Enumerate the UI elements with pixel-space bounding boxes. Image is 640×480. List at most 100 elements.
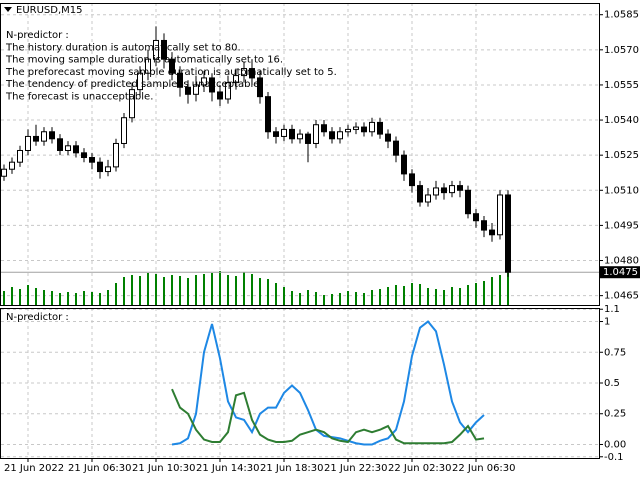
current-price-box [600,266,640,279]
volume-bar [123,277,125,305]
candle-body [73,145,79,154]
x-tick-label: 22 Jun 06:30 [452,463,516,474]
volume-bar [235,276,237,305]
volume-bar [115,283,117,305]
volume-bar [19,289,21,305]
candle-body [417,185,423,203]
volume-bar [131,275,133,305]
candle-body [265,96,271,133]
candle-body [137,72,143,91]
volume-bar [347,291,349,305]
candle-body [401,154,407,175]
volume-bar [315,292,317,305]
candle-body [409,173,415,187]
candle-body [497,194,503,236]
candle-body [473,213,479,222]
volume-bar [491,277,493,305]
volume-bar [107,290,109,305]
candle-body [65,145,71,151]
marks-layer [1,26,599,446]
main-panel-border [0,3,600,306]
volume-bar [51,291,53,305]
candle-body [33,135,39,142]
candle-body [305,133,311,144]
volume-bar [243,272,245,305]
volume-bar [467,285,469,305]
volume-bar [147,273,149,305]
volume-bar [323,295,325,305]
annotation: The history duration is automatically se… [5,42,241,53]
volume-bar [251,274,253,305]
indicator-panel-border [0,308,600,459]
volume-bar [275,283,277,305]
y-tick-label: 1.0465 [604,291,639,302]
candle-body [345,128,351,133]
volume-bar [59,293,61,305]
x-tick-label: 22 Jun 02:30 [388,463,452,474]
volume-bar [219,271,221,305]
x-tick-label: 21 Jun 10:30 [132,463,196,474]
candle-body [161,39,167,60]
candle-body [289,128,295,140]
candle-body [9,161,15,170]
volume-bar [283,287,285,305]
volume-bar [427,288,429,305]
y-tick-label: 1 [604,317,610,328]
candle-body [433,187,439,196]
volume-bar [155,274,157,305]
candle-body [1,168,7,177]
volume-bar [307,290,309,305]
candle-body [441,187,447,194]
volume-bar [43,290,45,305]
y-tick-label: 1.0495 [604,220,639,231]
volume-bar [459,288,461,305]
y-tick-label: -0.1 [604,452,624,463]
candle-body [369,121,375,133]
candle-body [41,131,47,142]
candle-body [113,142,119,168]
candle-body [25,135,31,151]
volume-bar [195,275,197,305]
volume-bar [363,293,365,305]
x-tick-label: 21 Jun 06:30 [68,463,132,474]
candle-body [105,166,111,173]
candle-body [257,77,263,98]
volume-bar [83,291,85,305]
candle-body [81,152,87,159]
volume-bar [27,285,29,305]
chart-title: EURUSD,M15 [16,5,82,16]
annotation: The moving sample duration is automatica… [5,55,283,66]
volume-bar [3,291,5,305]
menu-triangle[interactable] [4,7,12,12]
y-tick-label: 1.0510 [604,185,639,196]
annotation: The forecast is unacceptable. [5,92,153,103]
volume-bar [355,292,357,305]
volume-bar [435,289,437,305]
candle-body [457,185,463,191]
y-tick-label: 1.0540 [604,115,639,126]
y-tick-label: 0.25 [604,409,626,420]
volume-bar [411,283,413,305]
candle-body [393,140,399,156]
volume-bar [451,287,453,305]
candle-body [217,91,223,100]
volume-bar [99,293,101,305]
candle-body [193,84,199,95]
volume-bar [67,292,69,305]
y-tick-label: 1.1 [604,304,620,315]
candle-body [425,194,431,203]
candle-body [353,126,359,130]
volume-bar [387,287,389,305]
candle-body [169,58,175,74]
candle-body [17,149,23,163]
indicator-line [171,388,485,445]
candle-body [361,126,367,133]
candle-body [97,161,103,173]
candle-body [465,189,471,215]
volume-bar [507,269,509,305]
candle-body [449,185,455,194]
volume-bar [227,275,229,305]
volume-bar [203,274,205,305]
y-tick-label: 1.0480 [604,256,639,267]
